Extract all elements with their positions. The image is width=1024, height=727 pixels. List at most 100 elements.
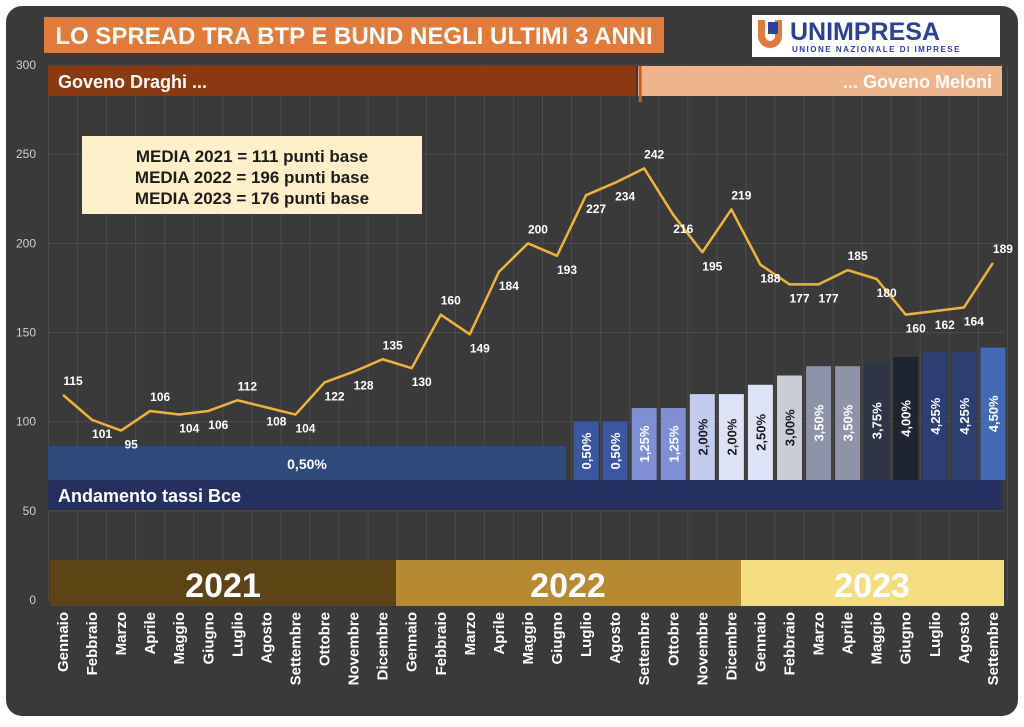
spread-value-label: 185 xyxy=(848,249,868,263)
x-tick-label: Maggio xyxy=(520,612,537,665)
y-tick-label: 300 xyxy=(16,58,36,72)
spread-value-label: 219 xyxy=(731,188,751,202)
x-tick-label: Novembre xyxy=(346,612,363,685)
bce-rate-label: 0,50% xyxy=(608,432,623,469)
spread-value-label: 180 xyxy=(877,286,897,300)
bce-baseline-bar xyxy=(48,446,566,480)
x-tick-label: Giugno xyxy=(549,612,566,665)
bce-rate-bar xyxy=(922,352,948,480)
x-tick-label: Aprile xyxy=(142,612,159,655)
spread-value-label: 122 xyxy=(325,389,345,403)
x-tick-label: Luglio xyxy=(927,612,944,657)
spread-value-label: 193 xyxy=(557,263,577,277)
x-tick-label: Febbraio xyxy=(782,612,799,675)
x-tick-label: Ottobre xyxy=(317,612,334,666)
bce-rate-bar xyxy=(602,422,628,480)
meloni-band xyxy=(638,66,1002,96)
spread-value-label: 160 xyxy=(441,294,461,308)
bce-rate-bar xyxy=(573,422,599,480)
bce-rate-label: 2,50% xyxy=(753,414,768,451)
x-tick-label: Maggio xyxy=(171,612,188,665)
bce-rate-bar xyxy=(718,394,744,480)
x-tick-label: Marzo xyxy=(462,612,479,655)
x-tick-label: Marzo xyxy=(811,612,828,655)
average-2022: MEDIA 2022 = 196 punti base xyxy=(135,168,369,187)
spread-line xyxy=(62,167,994,432)
x-tick-label: Febbraio xyxy=(433,612,450,675)
bce-rate-bar xyxy=(893,356,919,480)
spread-value-label: 216 xyxy=(673,222,693,236)
spread-value-label: 128 xyxy=(354,379,374,393)
spread-value-label: 164 xyxy=(964,315,984,329)
spread-value-label: 234 xyxy=(615,190,635,204)
spread-value-label: 162 xyxy=(935,318,955,332)
bce-rate-bar xyxy=(951,352,977,480)
x-tick-label: Agosto xyxy=(258,612,275,664)
spread-value-label: 160 xyxy=(906,322,926,336)
draghi-band xyxy=(48,66,636,96)
spread-value-label: 177 xyxy=(819,291,839,305)
x-tick-label: Settembre xyxy=(985,612,1002,685)
spread-value-label: 112 xyxy=(238,379,258,393)
x-tick-label: Settembre xyxy=(287,612,304,685)
x-tick-label: Giugno xyxy=(898,612,915,665)
spread-value-label: 135 xyxy=(383,338,403,352)
bce-rate-bar xyxy=(777,375,802,480)
bce-rate-bar xyxy=(631,408,657,480)
x-tick-label: Febbraio xyxy=(84,612,101,675)
spread-value-labels: 115 101 95 106 104 106 112 108 104 122 128 135 130 16… xyxy=(63,147,1013,451)
x-tick-label: Marzo xyxy=(113,612,130,655)
year-band-2022 xyxy=(396,560,741,606)
spread-value-label: 149 xyxy=(470,341,490,355)
bce-rate-label: 1,25% xyxy=(637,425,652,462)
bce-rate-label: 3,00% xyxy=(783,409,798,446)
bce-rate-label: 3,50% xyxy=(841,404,856,441)
bce-rate-bar xyxy=(747,384,773,480)
bce-rate-bars: 0,50% 0,50% 1,25% 1,25% 2,00% 2,00% 2,50% 3,00%… xyxy=(573,347,1006,480)
x-tick-label: Novembre xyxy=(694,612,711,685)
bce-rate-bar xyxy=(980,347,1006,480)
year-label-2022: 2022 xyxy=(530,567,606,605)
spread-value-label: 106 xyxy=(208,418,228,432)
y-axis-labels: 0 50 100 150 200 250 300 xyxy=(16,58,36,607)
average-2021: MEDIA 2021 = 111 punti base xyxy=(136,147,368,166)
spread-value-label: 104 xyxy=(295,422,315,436)
spread-value-label: 242 xyxy=(644,147,664,161)
bce-band xyxy=(48,480,1002,510)
bce-rate-bar xyxy=(689,394,715,480)
x-tick-label: Settembre xyxy=(636,612,653,685)
svg-text:UNIMPRESA: UNIMPRESA xyxy=(790,18,940,46)
x-tick-label: Luglio xyxy=(578,612,595,657)
bce-rate-label: 4,25% xyxy=(928,397,943,434)
spread-value-label: 200 xyxy=(528,222,548,236)
x-tick-label: Giugno xyxy=(200,612,217,665)
spread-value-label: 188 xyxy=(760,272,780,286)
bce-rate-label: 4,00% xyxy=(899,400,914,437)
y-tick-label: 150 xyxy=(16,326,36,340)
y-tick-label: 200 xyxy=(16,236,36,250)
bce-rate-label: 0,50% xyxy=(579,432,594,469)
bce-rate-label: 2,00% xyxy=(695,418,710,455)
y-tick-label: 50 xyxy=(23,504,37,518)
x-tick-label: Agosto xyxy=(956,612,973,664)
meloni-label: ... Goveno Meloni xyxy=(843,72,992,92)
x-tick-label: Gennaio xyxy=(55,612,72,672)
spread-value-label: 184 xyxy=(499,279,519,293)
x-tick-label: Gennaio xyxy=(404,612,421,672)
bce-rate-bar xyxy=(660,408,686,480)
averages-box xyxy=(82,136,422,214)
bce-rate-label: 3,50% xyxy=(812,404,827,441)
spread-value-label: 95 xyxy=(124,438,138,452)
bce-rate-bar xyxy=(864,361,890,480)
spread-value-label: 108 xyxy=(266,414,286,428)
spread-value-label: 195 xyxy=(702,259,722,273)
x-tick-label: Aprile xyxy=(840,612,857,655)
spread-value-label: 177 xyxy=(789,291,809,305)
year-label-2023: 2023 xyxy=(834,567,910,605)
y-tick-label: 0 xyxy=(29,593,36,607)
unimpresa-logo: UNIMPRESA UNIONE NAZIONALE DI IMPRESE xyxy=(752,15,1000,57)
x-tick-label: Luglio xyxy=(229,612,246,657)
spread-value-label: 106 xyxy=(150,390,170,404)
